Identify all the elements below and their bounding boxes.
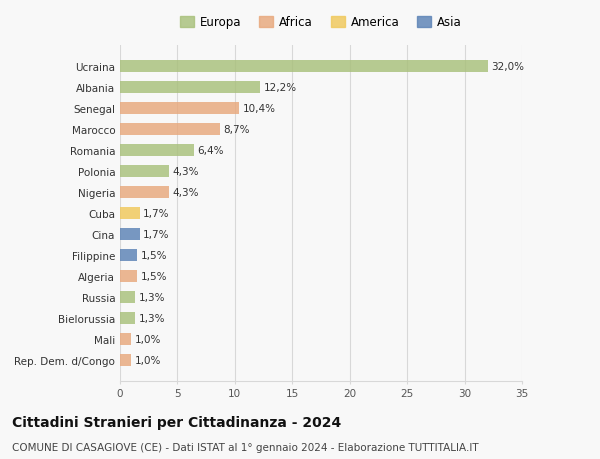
Bar [120,82,260,94]
Text: 4,3%: 4,3% [173,188,199,197]
Text: 1,3%: 1,3% [139,313,165,323]
Text: 1,7%: 1,7% [143,230,169,239]
Bar [120,103,239,114]
Text: 1,5%: 1,5% [140,250,167,260]
Bar [120,166,169,177]
Text: 1,0%: 1,0% [135,334,161,344]
Text: 1,5%: 1,5% [140,271,167,281]
Bar [120,145,194,157]
Bar [120,291,135,303]
Text: 6,4%: 6,4% [197,146,223,156]
Text: 12,2%: 12,2% [263,83,296,93]
Bar [120,229,140,240]
Text: Cittadini Stranieri per Cittadinanza - 2024: Cittadini Stranieri per Cittadinanza - 2… [12,415,341,429]
Bar [120,61,488,73]
Text: 4,3%: 4,3% [173,167,199,177]
Bar [120,124,220,135]
Text: 8,7%: 8,7% [223,125,250,134]
Text: 1,0%: 1,0% [135,355,161,365]
Bar [120,250,137,261]
Legend: Europa, Africa, America, Asia: Europa, Africa, America, Asia [175,11,467,34]
Text: 1,3%: 1,3% [139,292,165,302]
Bar [120,207,140,219]
Text: 10,4%: 10,4% [243,104,276,114]
Bar [120,270,137,282]
Text: COMUNE DI CASAGIOVE (CE) - Dati ISTAT al 1° gennaio 2024 - Elaborazione TUTTITAL: COMUNE DI CASAGIOVE (CE) - Dati ISTAT al… [12,442,479,452]
Bar [120,313,135,324]
Text: 32,0%: 32,0% [491,62,524,72]
Bar [120,187,169,198]
Bar [120,354,131,366]
Text: 1,7%: 1,7% [143,208,169,218]
Bar [120,333,131,345]
